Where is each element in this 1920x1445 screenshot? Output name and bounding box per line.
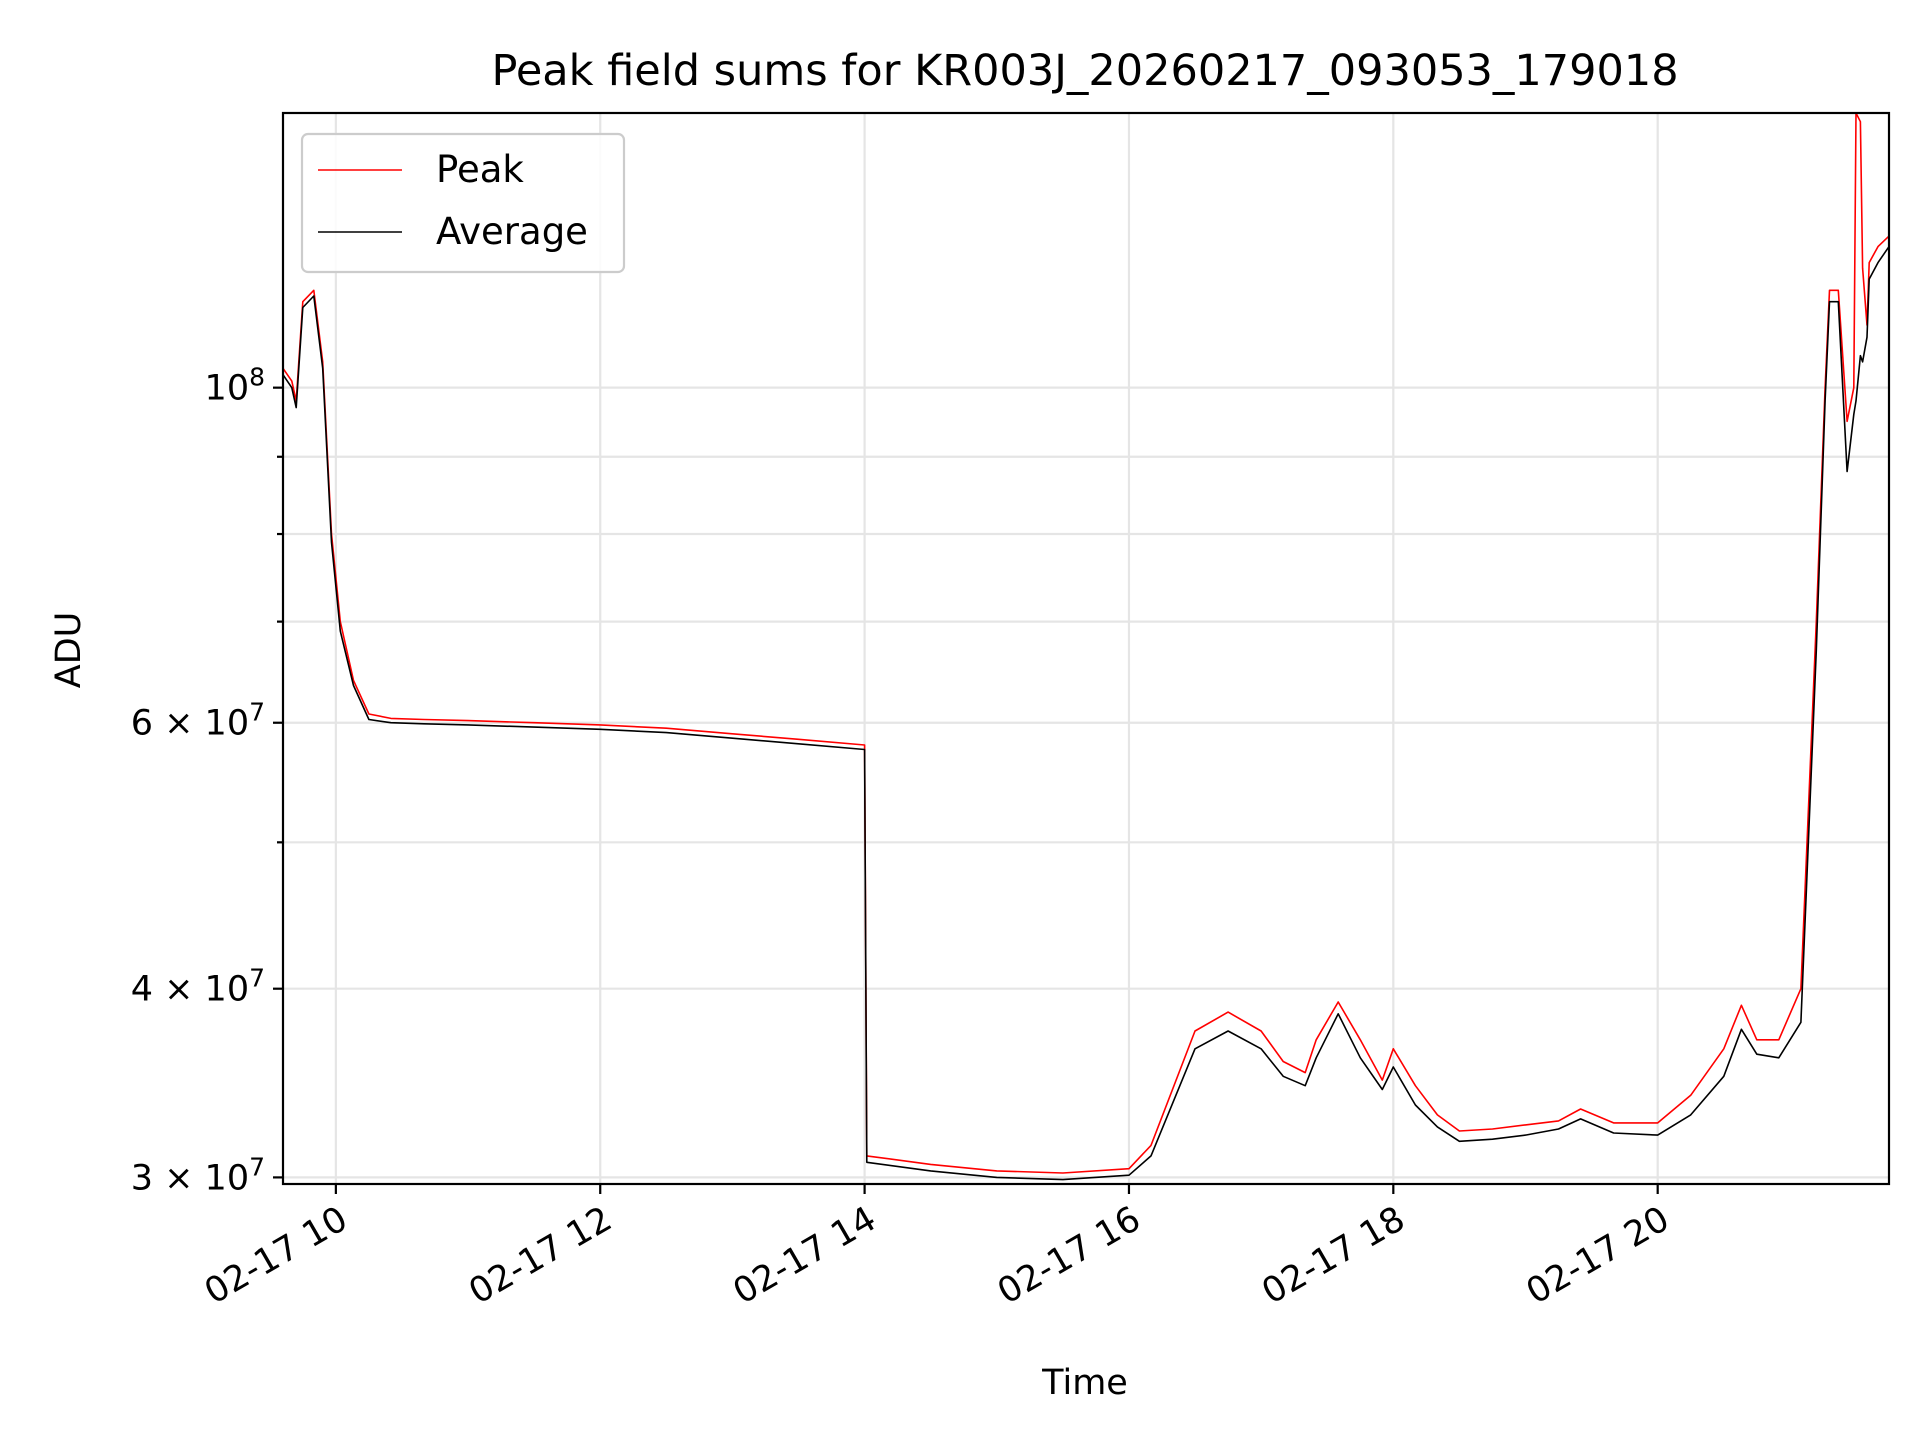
x-tick-label: 02-17 20 bbox=[1520, 1199, 1676, 1312]
x-tick-label: 02-17 12 bbox=[462, 1199, 618, 1312]
x-tick-label: 02-17 18 bbox=[1256, 1199, 1412, 1312]
series-layer bbox=[282, 112, 1890, 1181]
legend-box bbox=[300, 132, 626, 274]
chart-title: Peak field sums for KR003J_20260217_0930… bbox=[491, 46, 1678, 96]
grid bbox=[283, 113, 1889, 1184]
y-axis-ticks: 3 × 107 4 × 107 6 × 107 108 bbox=[131, 363, 283, 1198]
x-axis-label: Time bbox=[1041, 1363, 1128, 1403]
y-tick-label: 6 × 107 bbox=[131, 698, 265, 744]
y-tick-exponent: 7 bbox=[249, 1152, 265, 1181]
x-axis-ticks: 02-17 10 02-17 12 02-17 14 02-17 16 02-17 18… bbox=[198, 1184, 1676, 1312]
y-tick-exponent: 7 bbox=[249, 964, 265, 993]
series-average-line bbox=[282, 246, 1890, 1181]
y-tick-label: 4 × 107 bbox=[131, 964, 265, 1010]
x-tick-label: 02-17 10 bbox=[198, 1199, 354, 1312]
x-tick-label: 02-17 16 bbox=[991, 1199, 1147, 1312]
legend-label-average: Average bbox=[436, 210, 588, 253]
y-axis-label: ADU bbox=[49, 612, 89, 689]
x-tick-label: 02-17 14 bbox=[727, 1199, 883, 1312]
legend: Peak Average bbox=[300, 132, 626, 274]
y-tick-exponent: 8 bbox=[249, 363, 265, 392]
y-tick-label: 108 bbox=[205, 363, 265, 409]
y-tick-exponent: 7 bbox=[249, 698, 265, 727]
legend-label-peak: Peak bbox=[436, 148, 524, 191]
plot-frame bbox=[281, 111, 1891, 1186]
y-tick-label: 3 × 107 bbox=[131, 1152, 265, 1198]
